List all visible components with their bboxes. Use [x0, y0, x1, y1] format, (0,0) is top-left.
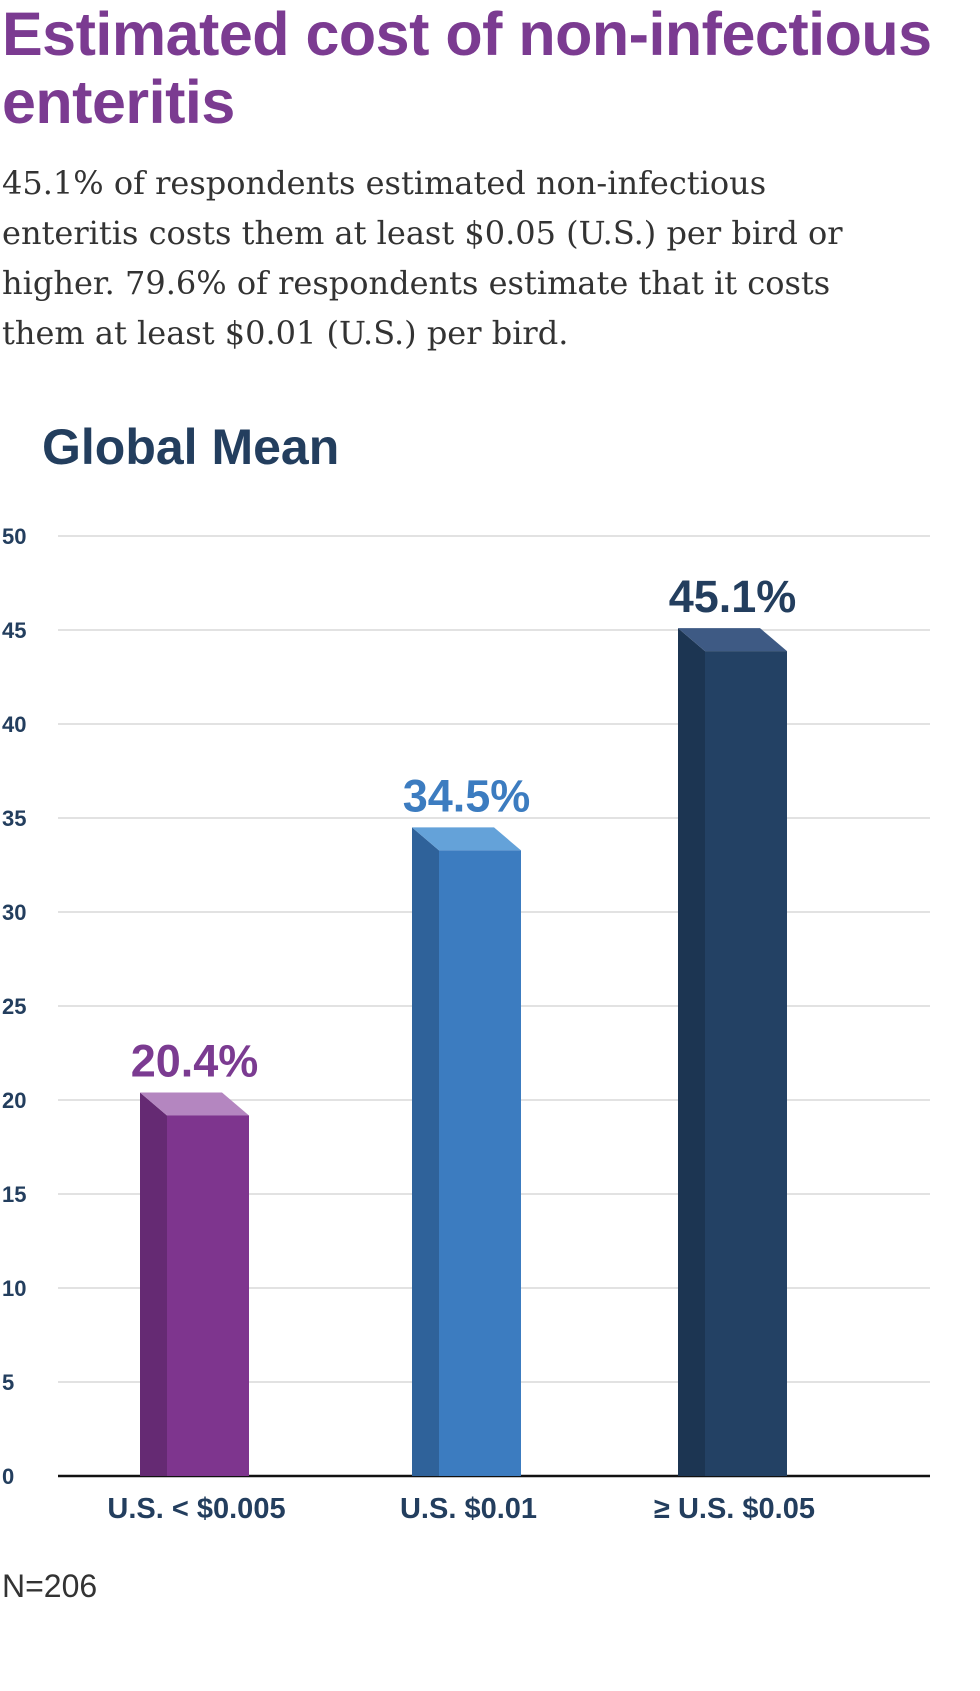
- bar: [412, 827, 521, 1476]
- data-label: 34.5%: [403, 770, 531, 821]
- category-label: U.S. $0.01: [400, 1493, 537, 1525]
- bar-front-face: [705, 651, 787, 1476]
- bar-top-face: [678, 628, 787, 652]
- bar-chart: Global Mean 0 5 10 15 20 25 30 35 40 45 50 20.4% 34…: [2, 419, 930, 1525]
- data-label: 20.4%: [131, 1035, 259, 1086]
- y-tick-label: 15: [2, 1182, 26, 1207]
- data-labels: 20.4% 34.5% 45.1%: [131, 571, 797, 1086]
- category-labels: U.S. < $0.005 U.S. $0.01 ≥ U.S. $0.05: [107, 1493, 815, 1525]
- y-tick-label: 10: [2, 1276, 26, 1301]
- bar-side-face: [140, 1092, 167, 1476]
- y-tick-label: 35: [2, 806, 26, 831]
- y-tick-label: 45: [2, 618, 26, 643]
- bar-front-face: [439, 850, 521, 1476]
- bar-side-face: [412, 827, 439, 1476]
- bar: [678, 628, 787, 1476]
- y-tick-label: 5: [2, 1370, 14, 1395]
- y-tick-label: 40: [2, 712, 26, 737]
- bar-top-face: [140, 1092, 249, 1116]
- y-tick-label: 30: [2, 900, 26, 925]
- bar: [140, 1092, 249, 1476]
- y-tick-label: 0: [2, 1464, 14, 1489]
- y-tick-labels: 0 5 10 15 20 25 30 35 40 45 50: [2, 524, 26, 1489]
- sample-size-note: N=206: [2, 1568, 98, 1604]
- y-tick-label: 25: [2, 994, 26, 1019]
- category-label: ≥ U.S. $0.05: [654, 1493, 815, 1525]
- chart-title: Global Mean: [42, 419, 339, 475]
- data-label: 45.1%: [669, 571, 797, 622]
- page-title: Estimated cost of non-infectious enterit…: [2, 0, 932, 136]
- y-tick-label: 50: [2, 524, 26, 549]
- bars: [140, 628, 787, 1476]
- bar-side-face: [678, 628, 705, 1476]
- category-label: U.S. < $0.005: [107, 1493, 285, 1525]
- bar-top-face: [412, 827, 521, 851]
- bar-front-face: [167, 1115, 249, 1476]
- y-tick-label: 20: [2, 1088, 26, 1113]
- page-subtitle: 45.1% of respondents estimated non-infec…: [2, 164, 843, 352]
